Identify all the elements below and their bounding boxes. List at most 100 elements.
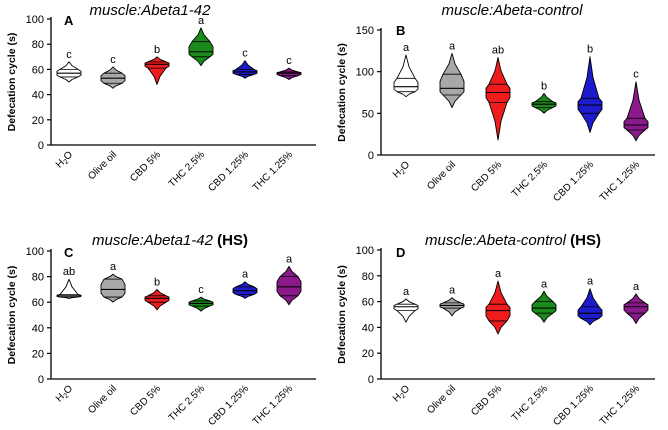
x-tick-label: THC 2.5% xyxy=(510,383,550,423)
violin-h2o: a xyxy=(393,286,419,323)
y-tick-label: 60 xyxy=(32,297,44,309)
y-tick-label: 80 xyxy=(362,271,374,283)
x-tick-label-text: H2O xyxy=(391,383,413,405)
x-tick-label: H2O xyxy=(391,159,412,180)
y-axis-label: Defecation cycle (s) xyxy=(336,43,348,142)
significance-letter: c xyxy=(110,54,116,66)
violin-olive-oil: a xyxy=(439,40,465,108)
x-tick-label-text: CBD 1.25% xyxy=(551,159,596,204)
violin-body xyxy=(531,290,557,323)
y-tick-label: 0 xyxy=(38,374,44,386)
significance-letter: ab xyxy=(63,266,75,278)
x-tick-label-text: THC 1.25% xyxy=(598,383,642,427)
significance-letter: a xyxy=(403,286,410,298)
y-tick-label: 150 xyxy=(356,25,374,37)
y-axis-label: Defecation cycle (s) xyxy=(6,33,18,132)
violin-body xyxy=(56,278,82,299)
violin-thc-1-25-: c xyxy=(623,69,649,142)
violin-olive-oil: a xyxy=(439,285,465,317)
significance-letter: a xyxy=(495,268,502,280)
significance-letter: b xyxy=(587,44,593,56)
violin-thc-2-5-: a xyxy=(531,278,557,323)
significance-letter: a xyxy=(633,281,640,293)
violin-body xyxy=(100,66,126,89)
violin-body xyxy=(100,273,126,303)
x-tick-label: THC 1.25% xyxy=(598,383,642,427)
violin-body xyxy=(485,57,511,141)
significance-letter: b xyxy=(154,44,160,56)
y-tick-label: 40 xyxy=(362,322,374,334)
violin-body xyxy=(393,54,419,98)
x-tick-label-text: THC 2.5% xyxy=(510,159,550,199)
x-tick-label: CBD 1.25% xyxy=(206,383,251,428)
panel-a: muscle:Abeta1-42 A 0 20 40 60 80 100 Defecation … xyxy=(6,2,316,194)
x-tick-label: CBD 5% xyxy=(128,149,163,184)
x-tick-label: THC 2.5% xyxy=(167,383,207,423)
x-tick-label-text: Olive oil xyxy=(86,383,119,416)
violin-body xyxy=(56,61,82,83)
y-tick-label: 50 xyxy=(362,108,374,120)
significance-letter: a xyxy=(449,40,456,52)
y-tick-label: 0 xyxy=(38,140,44,152)
x-tick-label-text: CBD 1.25% xyxy=(206,149,251,194)
violin-thc-1-25-: c xyxy=(276,55,302,80)
x-tick-label-text: Olive oil xyxy=(425,159,458,192)
y-tick-label: 100 xyxy=(356,245,374,257)
violin-thc-2-5-: b xyxy=(531,80,557,114)
significance-letter: a xyxy=(286,253,293,265)
y-tick-label: 80 xyxy=(32,39,44,51)
significance-letter: a xyxy=(541,278,548,290)
significance-letter: a xyxy=(110,261,117,273)
violin-body xyxy=(623,293,649,324)
x-tick-label: Olive oil xyxy=(425,159,458,192)
x-tick-label-text: CBD 5% xyxy=(469,383,504,418)
x-tick-label-text: CBD 1.25% xyxy=(551,383,596,428)
y-tick-label: 20 xyxy=(32,115,44,127)
violin-body xyxy=(276,67,302,80)
significance-letter: c xyxy=(242,48,248,60)
violin-h2o: c xyxy=(56,49,82,83)
significance-letter: a xyxy=(242,269,249,281)
x-tick-label: Olive oil xyxy=(425,383,458,416)
violin-h2o: ab xyxy=(56,266,82,299)
violin-h2o: a xyxy=(393,42,419,98)
violin-body xyxy=(439,52,465,108)
x-tick-label: THC 1.25% xyxy=(598,159,642,203)
violin-body xyxy=(276,265,302,306)
y-tick-label: 60 xyxy=(362,297,374,309)
panel-b: muscle:Abeta-control B 0 50 100 150 Defecation… xyxy=(336,2,655,204)
y-axis-label: Defecation cycle (s) xyxy=(6,266,18,365)
violin-thc-2-5-: a xyxy=(188,15,214,67)
significance-letter: c xyxy=(286,55,292,67)
significance-letter: a xyxy=(198,15,205,27)
y-tick-label: 40 xyxy=(32,90,44,102)
y-tick-label: 100 xyxy=(26,14,44,26)
violin-cbd-1-25-: a xyxy=(232,269,258,299)
x-tick-label: CBD 5% xyxy=(469,383,504,418)
panel-letter: D xyxy=(396,245,405,260)
y-tick-label: 100 xyxy=(26,246,44,258)
x-tick-label-text: THC 1.25% xyxy=(251,149,295,193)
y-tick-label: 20 xyxy=(32,348,44,360)
y-tick-label: 0 xyxy=(368,374,374,386)
x-tick-label-text: CBD 1.25% xyxy=(206,383,251,428)
x-tick-label-text: CBD 5% xyxy=(128,149,163,184)
x-tick-label-text: THC 1.25% xyxy=(251,383,295,427)
violin-body xyxy=(144,56,170,85)
violin-cbd-5-: b xyxy=(144,44,170,85)
panel-d: muscle:Abeta-control (HS) D 0 20 40 60 80 100 De… xyxy=(336,232,655,428)
y-axis-label: Defecation cycle (s) xyxy=(336,265,348,364)
panel-c: muscle:Abeta1-42 (HS) C 0 20 40 60 80 100 Defeca… xyxy=(6,232,316,428)
x-tick-label: THC 1.25% xyxy=(251,383,295,427)
x-tick-label: H2O xyxy=(54,383,75,404)
x-tick-label-text: Olive oil xyxy=(425,383,458,416)
violin-body xyxy=(531,92,557,114)
panel-letter: C xyxy=(64,245,74,260)
panel-title: muscle:Abeta1-42 (HS) xyxy=(92,232,248,249)
x-tick-label-text: Olive oil xyxy=(86,149,119,182)
significance-letter: a xyxy=(403,42,410,54)
violin-body xyxy=(623,81,649,142)
x-tick-label: CBD 5% xyxy=(469,159,504,194)
significance-letter: b xyxy=(154,276,160,288)
x-tick-label-text: THC 2.5% xyxy=(167,383,207,423)
